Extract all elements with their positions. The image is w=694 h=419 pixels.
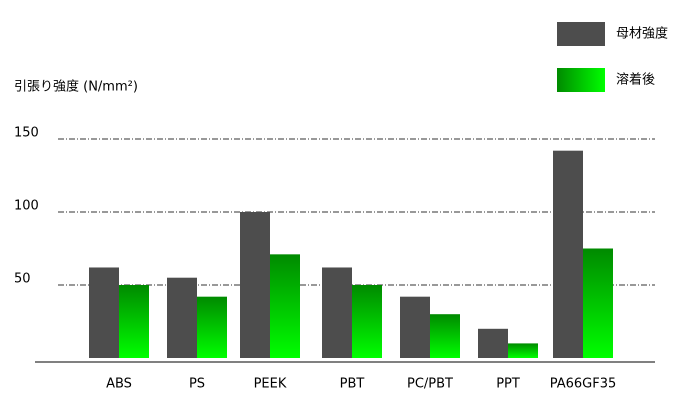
y-tick-label: 50 bbox=[14, 272, 31, 287]
bar bbox=[508, 343, 538, 358]
x-tick-label: PEEK bbox=[254, 377, 287, 392]
bar bbox=[583, 248, 613, 358]
x-tick-label: PBT bbox=[340, 377, 365, 392]
legend-swatch bbox=[557, 68, 605, 92]
y-tick-label: 100 bbox=[14, 199, 39, 214]
bar bbox=[89, 267, 119, 358]
bar bbox=[352, 285, 382, 358]
y-tick-label: 150 bbox=[14, 126, 39, 141]
legend-label: 溶着後 bbox=[616, 72, 655, 88]
bar bbox=[478, 328, 508, 358]
legend-swatch bbox=[557, 22, 605, 46]
x-tick-label: PS bbox=[189, 377, 205, 392]
x-tick-label: PA66GF35 bbox=[550, 377, 617, 392]
bar bbox=[270, 254, 300, 358]
bar bbox=[322, 267, 352, 358]
x-tick-label: PC/PBT bbox=[407, 377, 453, 392]
y-axis-label: 引張り強度 (N/mm²) bbox=[14, 79, 138, 95]
bar bbox=[430, 314, 460, 358]
x-tick-label: ABS bbox=[106, 377, 132, 392]
bar bbox=[167, 277, 197, 358]
bar bbox=[197, 296, 227, 358]
bar bbox=[119, 285, 149, 358]
x-tick-label: PPT bbox=[496, 377, 520, 392]
bar bbox=[240, 212, 270, 358]
legend-label: 母材強度 bbox=[616, 26, 668, 42]
bar bbox=[400, 296, 430, 358]
bar bbox=[553, 150, 583, 358]
